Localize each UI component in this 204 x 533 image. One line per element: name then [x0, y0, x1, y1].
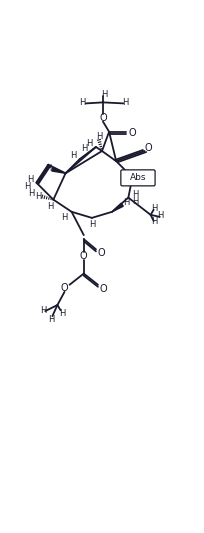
Text: Abs: Abs	[130, 173, 146, 182]
Text: H: H	[101, 90, 107, 99]
Text: H: H	[132, 190, 139, 199]
Text: H: H	[123, 198, 130, 207]
Text: H: H	[70, 150, 77, 159]
Text: H: H	[59, 309, 66, 318]
Text: O: O	[61, 283, 68, 293]
Text: O: O	[80, 252, 88, 261]
Text: H: H	[61, 213, 68, 222]
Text: H: H	[24, 182, 30, 191]
Polygon shape	[112, 203, 123, 212]
Text: O: O	[99, 112, 107, 123]
Text: H: H	[122, 98, 129, 107]
Text: H: H	[27, 175, 33, 184]
Text: O: O	[97, 248, 105, 259]
Text: H: H	[157, 212, 164, 220]
Text: H: H	[89, 221, 95, 230]
Text: H: H	[132, 197, 139, 206]
Text: O: O	[99, 284, 107, 294]
Text: H: H	[40, 305, 47, 314]
Text: H: H	[48, 314, 54, 324]
FancyBboxPatch shape	[121, 170, 155, 186]
Polygon shape	[52, 167, 65, 173]
Text: H: H	[47, 202, 53, 211]
Text: O: O	[129, 128, 136, 138]
Text: H: H	[28, 189, 34, 198]
Text: H: H	[82, 144, 88, 154]
Text: H: H	[35, 192, 42, 201]
Text: H: H	[152, 217, 158, 227]
Text: H: H	[152, 204, 158, 213]
Text: H: H	[45, 164, 51, 173]
Text: H: H	[86, 140, 92, 148]
Text: H: H	[96, 132, 102, 141]
Text: O: O	[145, 143, 152, 153]
Text: H: H	[80, 98, 86, 107]
